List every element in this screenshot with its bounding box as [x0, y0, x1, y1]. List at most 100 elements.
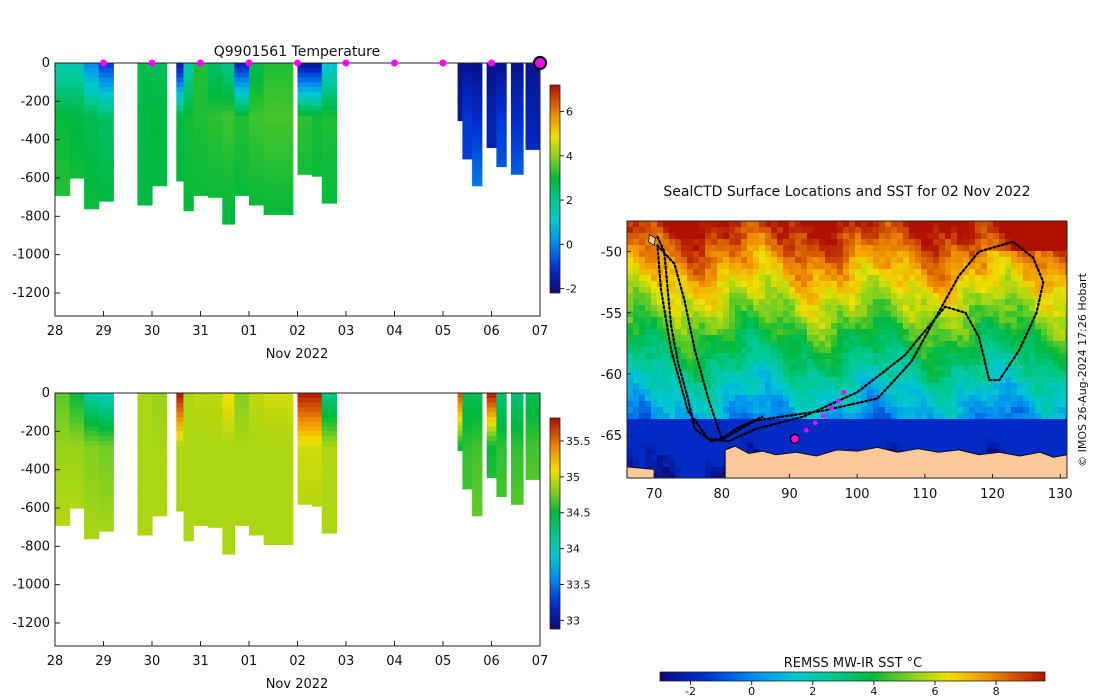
sst-cell [831, 245, 838, 252]
sst-cell [795, 431, 802, 438]
sst-cell [957, 413, 964, 420]
sst-cell [999, 371, 1006, 378]
sst-cell [861, 293, 868, 300]
sst-cell [717, 305, 724, 312]
profile-cell [321, 72, 337, 78]
sst-cell [879, 305, 886, 312]
profile-cell [183, 106, 194, 112]
temperature-panel: Q9901561 Temperature 28 29 30 31 01 02 03 04 05 0… [12, 44, 577, 362]
profile-cell [222, 527, 235, 533]
colorbar-tick-label: 35 [566, 471, 580, 484]
profile-cell [263, 202, 279, 208]
sst-cell [711, 431, 718, 438]
profile-cell [297, 77, 313, 83]
sst-cell [1017, 431, 1024, 438]
profile-cell [462, 474, 473, 480]
sst-cell [987, 365, 994, 372]
sst-cell [681, 323, 688, 330]
sst-cell [675, 383, 682, 390]
sst-cell [801, 305, 808, 312]
sst-cell [1047, 275, 1054, 282]
sst-cell [915, 323, 922, 330]
profile-cell [207, 134, 223, 141]
sst-cell [759, 389, 766, 396]
sst-cell [909, 227, 916, 234]
sst-cell [837, 425, 844, 432]
profile-cell [183, 115, 194, 122]
profile-cell [312, 460, 323, 466]
sst-cell [639, 275, 646, 282]
profile-cell [222, 72, 235, 78]
sst-cell [633, 377, 640, 384]
sst-cell [927, 263, 934, 270]
sst-cell [723, 293, 730, 300]
sst-cell [921, 347, 928, 354]
sst-cell [783, 395, 790, 402]
profile-cell [472, 484, 483, 490]
profile-cell [69, 82, 85, 88]
sst-cell [675, 443, 682, 450]
sst-cell [867, 413, 874, 420]
sst-colorbar-tick-label: 0 [748, 685, 755, 698]
sst-cell [987, 227, 994, 234]
sst-cell [741, 281, 748, 288]
sst-cell [999, 395, 1006, 402]
sst-cell [951, 287, 958, 294]
profile-cell [222, 187, 235, 193]
profile-cell [486, 412, 497, 418]
profile-cell [84, 479, 100, 485]
sst-cell [951, 239, 958, 246]
sst-cell [645, 311, 652, 318]
sst-cell [933, 383, 940, 390]
sst-cell [1041, 371, 1048, 378]
sst-cell [891, 389, 898, 396]
sst-cell [1005, 419, 1012, 426]
profile-cell [312, 144, 323, 150]
sst-cell [909, 281, 916, 288]
profile-cell [98, 197, 114, 202]
profile-cell [84, 455, 100, 461]
sst-cell [627, 407, 634, 414]
sst-cell [645, 449, 652, 456]
sst-cell [663, 341, 670, 348]
profile-cell [249, 82, 265, 88]
profile-cell [249, 440, 265, 447]
sst-cell [1029, 335, 1036, 342]
sst-cell [735, 413, 742, 420]
profile-cell [312, 168, 323, 174]
sst-cell [723, 359, 730, 366]
profile-cell [278, 158, 294, 165]
profile-cell [486, 397, 497, 404]
sst-cell [1065, 449, 1067, 456]
sst-cell [699, 221, 706, 228]
profile-cell [278, 479, 294, 485]
profile-cell [278, 522, 294, 528]
map-frame [626, 220, 1068, 479]
sst-cell [681, 317, 688, 324]
sst-cell [711, 257, 718, 264]
profile-cell [193, 488, 209, 495]
sst-cell [939, 377, 946, 384]
sst-cell [705, 449, 712, 456]
profile-cell [462, 91, 473, 98]
sst-cell [891, 311, 898, 318]
sst-cell [645, 239, 652, 246]
sst-cell [903, 353, 910, 360]
sst-cell [771, 227, 778, 234]
sst-cell [939, 233, 946, 240]
profile-cell [152, 134, 168, 141]
sst-cell [807, 437, 814, 444]
sst-cell [1059, 401, 1066, 408]
sst-cell [639, 347, 646, 354]
sst-cell [627, 335, 634, 342]
sst-cell [813, 329, 820, 336]
profile-cell [525, 72, 540, 78]
profile-cell [278, 407, 294, 413]
sst-cell [777, 329, 784, 336]
sst-cell [639, 401, 646, 408]
sst-cell [885, 359, 892, 366]
sst-cell [993, 425, 1000, 432]
sst-cell [963, 407, 970, 414]
sst-cell [879, 419, 886, 426]
sst-cell [747, 299, 754, 306]
